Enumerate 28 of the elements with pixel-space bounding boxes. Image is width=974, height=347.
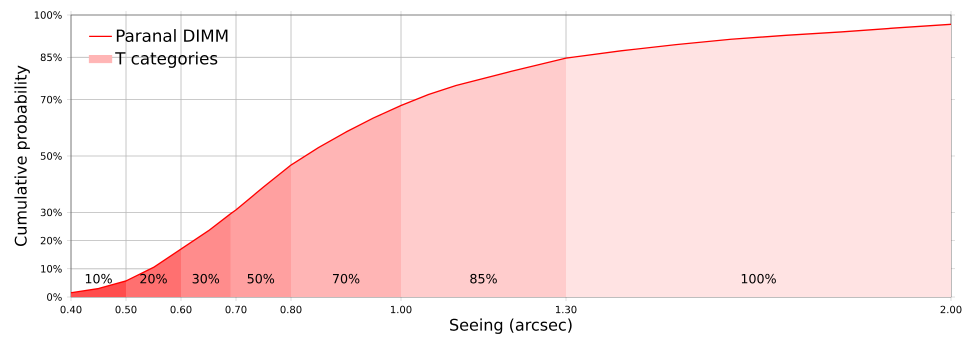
x-tick-label: 0.50 [116,306,136,314]
y-tick-label: 100% [34,11,62,19]
x-tick-label: 0.70 [226,306,246,314]
x-tick-label: 1.00 [390,306,412,314]
annotation: 20% [140,274,167,284]
annotation: 100% [742,274,776,284]
x-axis-title: Seeing (arcsec) [450,318,572,334]
x-tick-label: 0.80 [280,306,302,314]
y-axis-title: Cumulative probability [14,66,30,246]
y-tick-label: 70% [40,96,62,104]
legend-label: Paranal DIMM [116,29,228,42]
x-tick-label: 0.60 [170,306,192,314]
y-tick-label: 30% [40,208,62,216]
y-tick-label: 0% [47,293,62,301]
y-tick-label: 85% [40,54,62,62]
x-tick-label: 2.00 [940,306,962,314]
annotation: 30% [192,274,220,284]
y-tick-label: 50% [40,152,62,160]
y-tick-label: 10% [41,265,62,273]
x-tick-label: 0.40 [60,306,82,314]
legend-label: T categories [115,52,218,68]
y-tick-label: 20% [40,236,62,244]
annotation: 50% [248,274,274,284]
annotation: 10% [86,274,112,284]
annotation: 85% [470,274,497,284]
line-series [70,24,952,294]
x-tick-label: 1.30 [556,306,576,314]
annotation: 70% [332,274,360,284]
